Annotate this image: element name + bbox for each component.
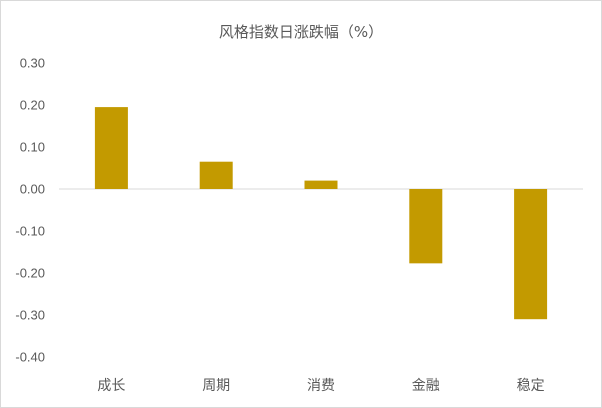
- y-tick-label: -0.10: [15, 224, 45, 239]
- x-category-label: 消费: [307, 378, 335, 394]
- bar-4: [409, 189, 443, 264]
- y-tick-label: -0.40: [15, 350, 45, 365]
- x-category-label: 周期: [202, 378, 230, 394]
- bars: [94, 107, 548, 320]
- chart-title: 风格指数日涨跌幅（%）: [219, 23, 383, 41]
- x-axis-labels: 成长 周期 消费 金融 稳定: [97, 378, 544, 394]
- x-category-label: 成长: [97, 378, 125, 394]
- y-axis-ticks: 0.30 0.20 0.10 0.00 -0.10 -0.20 -0.30 -0.40: [15, 56, 45, 365]
- bar-5: [514, 189, 548, 320]
- y-tick-label: -0.30: [15, 308, 45, 323]
- bar-2: [199, 161, 233, 189]
- y-tick-label: 0.20: [20, 98, 45, 113]
- y-tick-label: 0.00: [20, 182, 45, 197]
- y-tick-label: -0.20: [15, 266, 45, 281]
- bar-3: [304, 180, 338, 189]
- x-category-label: 金融: [412, 378, 440, 394]
- y-tick-label: 0.10: [20, 140, 45, 155]
- y-tick-label: 0.30: [20, 56, 45, 71]
- bar-1: [94, 107, 128, 189]
- x-category-label: 稳定: [517, 378, 545, 394]
